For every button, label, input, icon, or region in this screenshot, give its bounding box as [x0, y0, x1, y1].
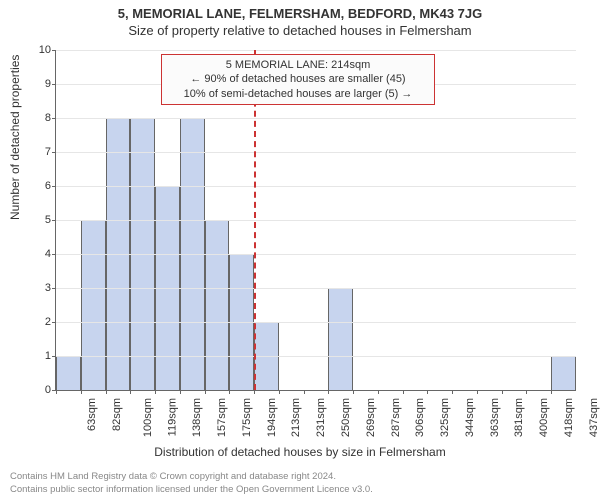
y-axis-label: Number of detached properties — [8, 55, 22, 220]
y-tick-label: 8 — [45, 112, 56, 124]
x-tick-label: 437sqm — [584, 398, 600, 437]
x-tick-mark — [378, 390, 379, 394]
footer-attribution: Contains HM Land Registry data © Crown c… — [10, 471, 373, 496]
footer-line-1: Contains HM Land Registry data © Crown c… — [10, 471, 373, 483]
callout-box: 5 MEMORIAL LANE: 214sqm← 90% of detached… — [161, 54, 435, 105]
x-tick-label: 213sqm — [287, 398, 303, 437]
gridline — [56, 220, 576, 221]
x-tick-mark — [56, 390, 57, 394]
histogram-bar — [81, 220, 106, 390]
y-tick-label: 1 — [45, 350, 56, 362]
y-tick-label: 4 — [45, 248, 56, 260]
x-tick-label: 119sqm — [162, 398, 178, 436]
x-tick-label: 306sqm — [410, 398, 426, 437]
callout-line: ← 90% of detached houses are smaller (45… — [168, 72, 428, 86]
x-tick-mark — [155, 390, 156, 394]
gridline — [56, 186, 576, 187]
x-tick-label: 418sqm — [559, 398, 575, 437]
y-tick-label: 2 — [45, 316, 56, 328]
y-tick-label: 3 — [45, 282, 56, 294]
x-tick-label: 250sqm — [336, 398, 352, 437]
x-tick-mark — [403, 390, 404, 394]
page-subtitle: Size of property relative to detached ho… — [0, 23, 600, 38]
x-tick-label: 400sqm — [534, 398, 550, 437]
x-tick-mark — [427, 390, 428, 394]
x-axis-label: Distribution of detached houses by size … — [0, 445, 600, 459]
x-tick-mark — [106, 390, 107, 394]
x-tick-mark — [526, 390, 527, 394]
histogram-bar — [205, 220, 230, 390]
gridline — [56, 288, 576, 289]
x-tick-label: 157sqm — [212, 398, 228, 437]
x-tick-label: 138sqm — [188, 398, 204, 437]
x-tick-mark — [477, 390, 478, 394]
histogram-bar — [328, 288, 353, 390]
x-tick-mark — [180, 390, 181, 394]
x-tick-mark — [328, 390, 329, 394]
x-tick-mark — [353, 390, 354, 394]
x-tick-label: 63sqm — [82, 398, 98, 431]
x-tick-label: 175sqm — [237, 398, 253, 437]
footer-line-2: Contains public sector information licen… — [10, 484, 373, 496]
histogram-bar — [551, 356, 576, 390]
histogram-bar — [56, 356, 81, 390]
x-tick-mark — [81, 390, 82, 394]
x-tick-label: 194sqm — [262, 398, 278, 437]
gridline — [56, 356, 576, 357]
x-tick-label: 381sqm — [509, 398, 525, 437]
gridline — [56, 118, 576, 119]
x-tick-mark — [205, 390, 206, 394]
x-tick-label: 287sqm — [386, 398, 402, 437]
gridline — [56, 254, 576, 255]
x-tick-mark — [452, 390, 453, 394]
y-tick-label: 10 — [39, 44, 56, 56]
y-tick-label: 9 — [45, 78, 56, 90]
callout-line: 5 MEMORIAL LANE: 214sqm — [168, 58, 428, 72]
callout-line: 10% of semi-detached houses are larger (… — [168, 87, 428, 101]
x-tick-label: 82sqm — [107, 398, 123, 431]
y-tick-label: 6 — [45, 180, 56, 192]
y-tick-label: 0 — [45, 384, 56, 396]
x-tick-label: 363sqm — [485, 398, 501, 437]
x-tick-label: 231sqm — [311, 398, 327, 437]
x-tick-mark — [551, 390, 552, 394]
y-tick-label: 5 — [45, 214, 56, 226]
x-tick-mark — [229, 390, 230, 394]
x-tick-label: 325sqm — [435, 398, 451, 437]
x-tick-label: 344sqm — [460, 398, 476, 437]
x-tick-mark — [130, 390, 131, 394]
x-tick-mark — [254, 390, 255, 394]
x-tick-mark — [279, 390, 280, 394]
x-tick-label: 269sqm — [361, 398, 377, 437]
gridline — [56, 152, 576, 153]
gridline — [56, 322, 576, 323]
gridline — [56, 50, 576, 51]
y-tick-label: 7 — [45, 146, 56, 158]
x-tick-mark — [304, 390, 305, 394]
x-tick-label: 100sqm — [138, 398, 154, 437]
x-tick-mark — [502, 390, 503, 394]
histogram-plot: 01234567891063sqm82sqm100sqm119sqm138sqm… — [55, 50, 576, 391]
page-title: 5, MEMORIAL LANE, FELMERSHAM, BEDFORD, M… — [0, 0, 600, 21]
